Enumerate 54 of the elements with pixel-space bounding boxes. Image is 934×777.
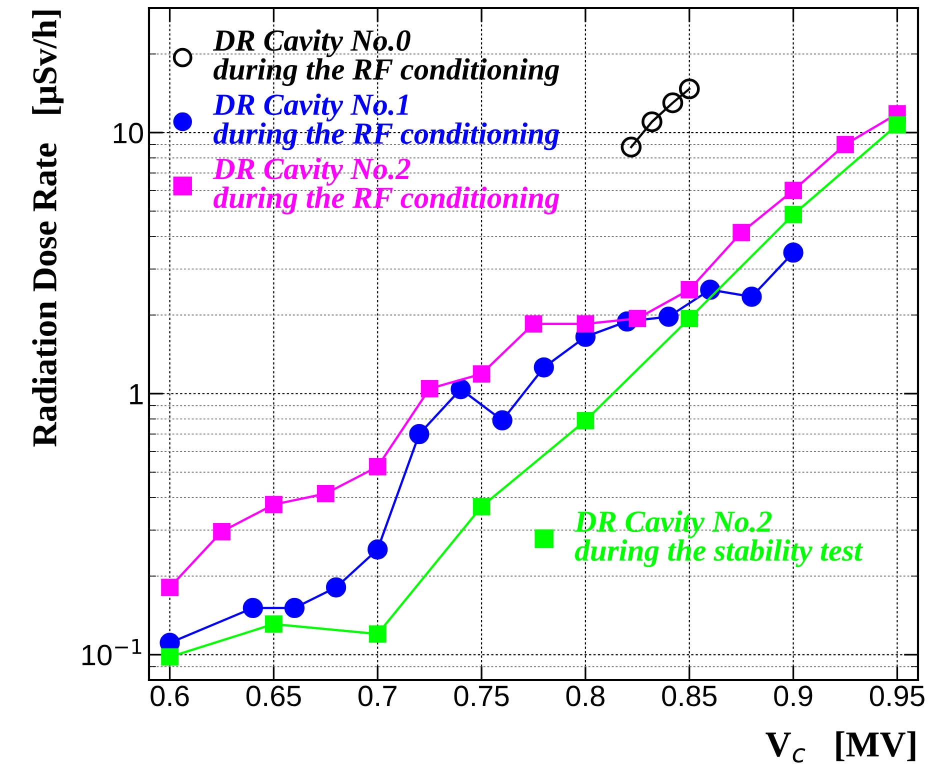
point	[784, 182, 802, 200]
y-tick-label: 10$^{−1}$	[82, 639, 142, 666]
point	[524, 315, 542, 333]
x-tick-label: 0.85	[662, 686, 717, 706]
point	[576, 412, 594, 430]
point	[420, 380, 438, 398]
point	[316, 484, 334, 502]
point	[368, 539, 388, 560]
x-tick-label: 0.9	[774, 686, 812, 706]
point	[284, 598, 305, 618]
x-tick-label: 0.6	[150, 686, 189, 706]
legend-label: DR Cavity No.0 during the RF conditioning	[212, 29, 560, 86]
text: V$_{c}$ [MV]	[766, 731, 916, 763]
point	[213, 522, 230, 540]
y-axis-title: Radiation Dose Rate [μSv/h]	[32, 10, 64, 447]
point	[784, 206, 802, 224]
point	[620, 136, 642, 158]
point	[265, 615, 282, 633]
point	[161, 648, 178, 666]
x-tick-label: 0.65	[246, 686, 301, 706]
y-tick-label: 10	[114, 122, 143, 144]
point	[450, 379, 471, 400]
point	[368, 458, 386, 476]
point	[732, 224, 750, 242]
point	[680, 281, 698, 298]
x-tick-label: 0.8	[566, 686, 604, 706]
point	[576, 315, 594, 333]
point	[492, 410, 512, 430]
point	[642, 111, 662, 132]
point	[161, 578, 178, 596]
x-tick-label: 0.75	[454, 686, 509, 706]
point	[368, 625, 386, 643]
point	[472, 498, 490, 516]
point	[409, 424, 430, 444]
point	[265, 496, 282, 514]
legend-label: DR Cavity No.2 during the stability test	[574, 510, 864, 568]
point	[662, 92, 684, 114]
point	[783, 242, 804, 263]
point	[472, 365, 490, 383]
point	[658, 306, 679, 327]
y-tick-label: 1	[130, 384, 143, 404]
point	[742, 286, 762, 307]
legend-label: DR Cavity No.1 during the RF conditioning	[212, 94, 560, 150]
point	[326, 577, 346, 598]
point	[678, 78, 700, 100]
x-tick-label: 0.7	[358, 686, 396, 706]
point	[534, 357, 554, 378]
point	[242, 598, 263, 618]
point	[836, 136, 854, 154]
x-tick-label: 0.95	[870, 686, 924, 706]
point	[680, 310, 698, 328]
legend-label: DR Cavity No.2 during the RF conditioning	[212, 158, 560, 214]
point	[628, 310, 646, 328]
point	[888, 116, 906, 134]
